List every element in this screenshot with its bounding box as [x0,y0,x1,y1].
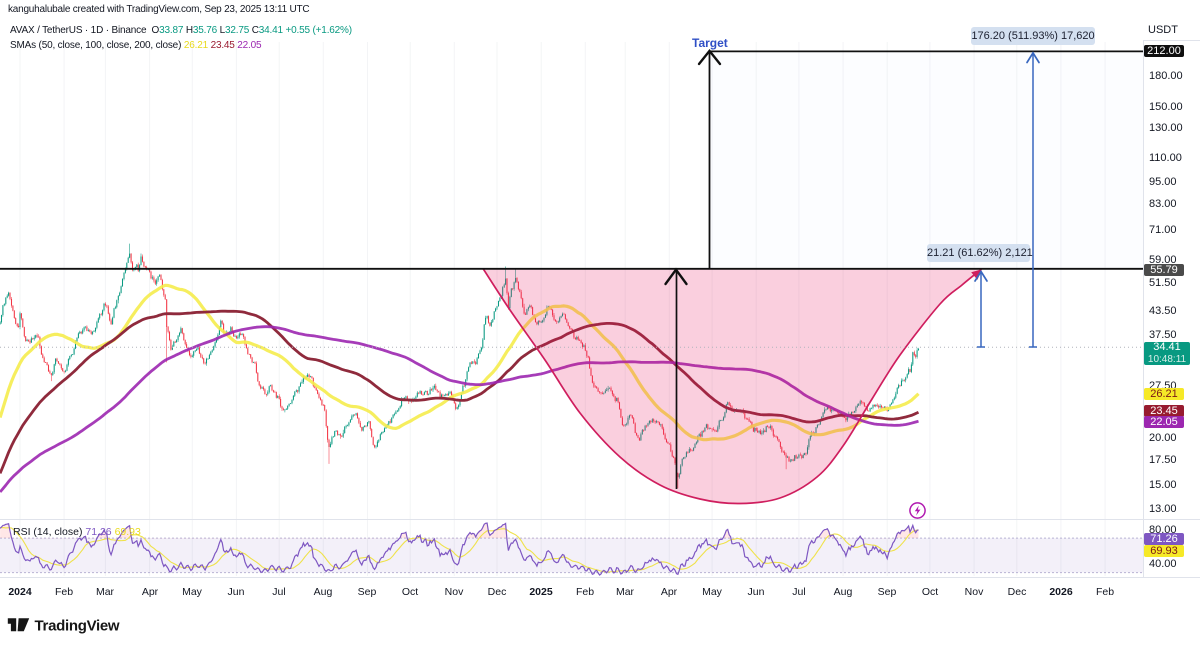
svg-text:TradingView: TradingView [35,618,120,635]
